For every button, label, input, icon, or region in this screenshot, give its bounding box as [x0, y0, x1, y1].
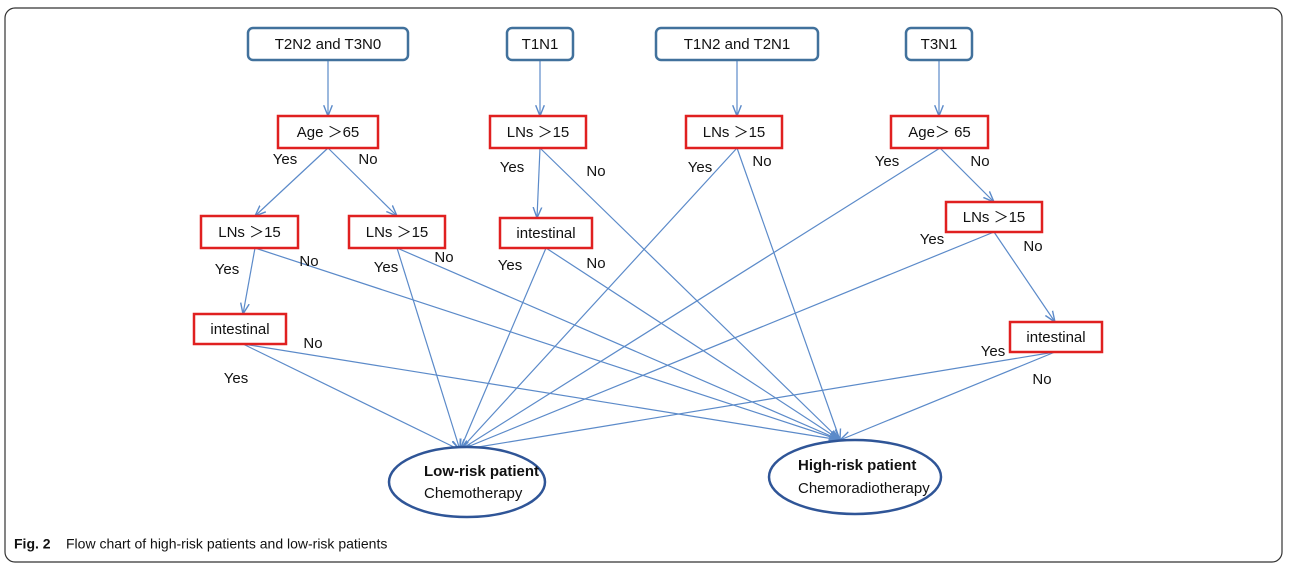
frame [4, 7, 1283, 563]
node-label: T3N1 [921, 36, 958, 53]
arrow [537, 147, 540, 218]
edges [243, 60, 1055, 450]
node-box [488, 114, 588, 150]
arrow [460, 247, 547, 450]
arrow [545, 247, 840, 440]
node-label: LNs ＞15 [963, 209, 1026, 226]
node-box [276, 114, 380, 150]
arrow [993, 231, 1055, 322]
node-box [347, 214, 447, 250]
arrow [460, 147, 738, 450]
edge-label: No [1032, 371, 1051, 388]
node-label: LNs ＞15 [703, 124, 766, 141]
edge-label: No [752, 153, 771, 170]
arrow [539, 147, 840, 440]
arrow [242, 343, 840, 440]
arrow [736, 147, 840, 440]
high-risk-node [767, 438, 943, 516]
edge-label: Yes [875, 153, 899, 170]
node-label: LNs ＞15 [366, 224, 429, 241]
node-label: intestinal [1026, 329, 1085, 346]
edge-label: No [299, 253, 318, 270]
edge-label: Yes [374, 259, 398, 276]
edge-label: Yes [688, 159, 712, 176]
edge-label: Yes [215, 261, 239, 278]
low-risk-node [387, 445, 547, 519]
outcome-treatment: Chemoradiotherapy [798, 480, 930, 497]
outcome-title: Low-risk patient [424, 463, 539, 480]
edge-label: No [1023, 238, 1042, 255]
outcome-title: High-risk patient [798, 457, 916, 474]
arrow [460, 231, 995, 450]
node-box [654, 26, 820, 62]
nodes: T2N2 and T3N0 T1N1 T1N2 and T2N1 T3N1 Age ＞6… [192, 26, 1104, 354]
edge-label: Yes [920, 231, 944, 248]
node-label: LNs ＞15 [218, 224, 281, 241]
node-label: Age ＞65 [297, 124, 360, 141]
node-box [1008, 320, 1104, 354]
edge-label: No [970, 153, 989, 170]
arrow [255, 147, 329, 216]
edge-label: Yes [500, 159, 524, 176]
arrow [396, 247, 840, 440]
node-box [944, 200, 1044, 234]
edge-label: Yes [224, 370, 248, 387]
arrow [939, 147, 994, 202]
edge-label: No [586, 255, 605, 272]
node-label: T1N1 [522, 36, 559, 53]
arrow [460, 351, 1056, 450]
node-label: T2N2 and T3N0 [275, 36, 381, 53]
node-box [199, 214, 300, 250]
edge-label: No [303, 335, 322, 352]
edge-labels: Yes No Yes No Yes No Yes No Yes No Yes No Yes No Yes No… [215, 151, 1052, 388]
edge-label: No [358, 151, 377, 168]
edge-label: Yes [273, 151, 297, 168]
arrow [460, 147, 941, 450]
node-box [684, 114, 784, 150]
node-box [889, 114, 990, 150]
caption-text: Flow chart of high-risk patients and low… [66, 536, 387, 552]
node-label: T1N2 and T2N1 [684, 36, 790, 53]
edge-label: Yes [498, 257, 522, 274]
edge-label: No [586, 163, 605, 180]
node-box [246, 26, 410, 62]
arrow [396, 247, 460, 450]
arrow [243, 247, 256, 314]
node-label: intestinal [516, 225, 575, 242]
arrow [840, 351, 1056, 440]
arrow [327, 147, 397, 216]
node-box [505, 26, 575, 62]
arrow [242, 343, 460, 450]
node-label: intestinal [210, 321, 269, 338]
node-box [498, 216, 594, 250]
node-label: Age＞ 65 [908, 124, 971, 141]
caption-label: Fig. 2 [14, 536, 51, 552]
node-box [904, 26, 974, 62]
edge-label: No [434, 249, 453, 266]
outcome-treatment: Chemotherapy [424, 485, 523, 502]
node-box [192, 312, 288, 346]
edge-label: Yes [981, 343, 1005, 360]
arrow [254, 247, 840, 440]
node-label: LNs ＞15 [507, 124, 570, 141]
